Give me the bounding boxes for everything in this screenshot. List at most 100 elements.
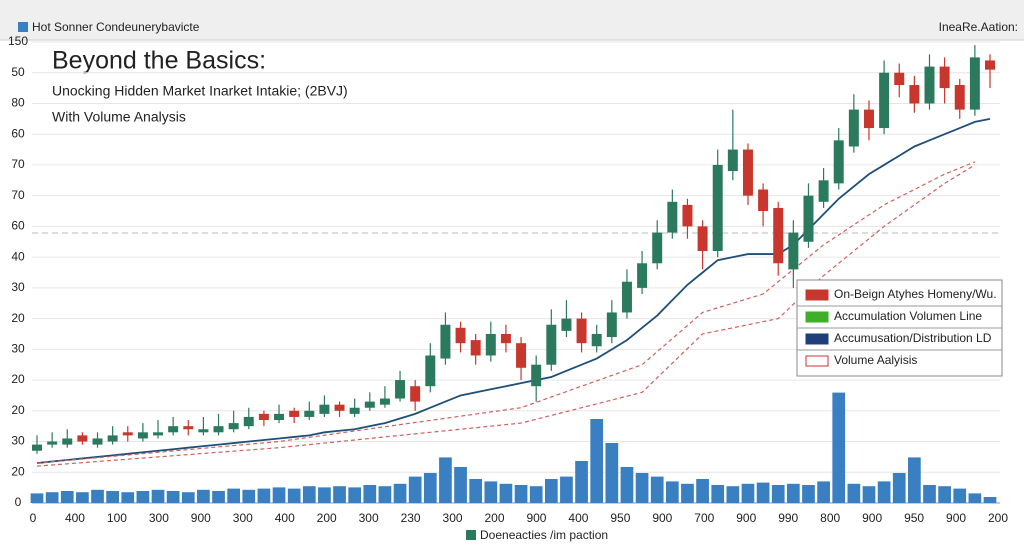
volume-bar [454,467,467,503]
candle-body [349,407,360,414]
header-right: IneaRe.Aation: [939,20,1018,34]
candle-body [531,364,542,387]
candle-body [924,66,935,104]
volume-bar [771,485,785,503]
candle-body [274,413,285,421]
x-tick-label: 300 [359,511,379,525]
volume-bar [378,486,392,503]
candle-body [364,401,375,408]
volume-bar [469,479,483,503]
candle-body [742,149,753,196]
candle-body [879,72,890,129]
y-tick-label: 40 [11,249,25,263]
volume-bar [60,491,74,503]
volume-bar [212,491,225,503]
candle-body [379,398,390,405]
chart-subtitle: With Volume Analysis [52,109,186,125]
y-tick-label: 70 [11,188,25,202]
volume-bar [665,481,679,503]
x-tick-label: 230 [401,511,421,525]
volume-bar [408,476,422,503]
volume-bar [696,479,709,503]
volume-bar [847,483,861,503]
candle-body [788,232,799,270]
header-bar [0,0,1024,40]
candle-body [954,85,965,110]
candle-body [546,324,557,365]
legend-swatch [805,311,829,323]
volume-bar [923,485,936,503]
y-tick-label: 30 [11,342,25,356]
x-tick-label: 900 [191,511,211,525]
volume-bar [333,486,346,503]
volume-bar [287,488,301,503]
candle-body [153,432,164,436]
candle-body [395,380,406,399]
candle-body [561,318,572,331]
x-tick-label: 950 [904,511,924,525]
volume-bar [817,481,830,503]
x-tick-label: 800 [820,511,840,525]
candle-body [455,327,466,344]
x-tick-label: 300 [149,511,169,525]
volume-bar [877,481,891,503]
candle-body [848,109,859,147]
volume-bar [181,492,195,503]
legend-swatch [805,289,829,301]
x-tick-label: 400 [65,511,85,525]
candle-body [985,60,995,70]
x-tick-label: 900 [736,511,756,525]
candle-body [62,438,73,445]
volume-bar [423,473,437,503]
volume-bar [575,461,588,503]
x-tick-label: 400 [568,511,588,525]
line-series [36,161,976,464]
candle-body [183,426,194,430]
volume-bar [832,392,846,503]
volume-bar [802,485,815,503]
x-tick-label: 100 [107,511,127,525]
candle-body [319,404,330,414]
candle-body [727,149,738,172]
legend-label: Accumusation/Distribution LD [834,331,992,345]
volume-bar [348,487,362,503]
volume-bar [938,486,951,503]
volume-bar [590,419,604,503]
volume-bar [635,473,649,503]
volume-bar [892,473,906,503]
line-series [36,117,991,464]
y-tick-label: 60 [11,219,25,233]
candle-body [440,324,451,359]
candle-body [425,355,436,387]
volume-bar [257,488,271,503]
x-tick-label: 200 [988,511,1008,525]
y-tick-label: 70 [11,157,25,171]
candle-body [939,66,950,89]
candle-body [410,386,421,402]
candle-body [77,435,88,442]
volume-bar [242,489,256,503]
y-tick-label: 50 [11,65,25,79]
legend-label: Volume Aalyisis [834,353,917,367]
candle-body [470,340,481,356]
volume-bar [968,493,982,503]
candle-body [304,410,315,417]
volume-bar [983,497,997,503]
candle-body [122,432,133,436]
x-tick-label: 900 [862,511,882,525]
volume-bar [136,491,150,503]
x-tick-label: 950 [610,511,630,525]
header-icon [18,22,28,32]
candle-body [47,441,58,445]
candle-body [258,413,269,421]
volume-bar [650,476,664,503]
candle-body [773,207,784,264]
x-tick-label: 700 [694,511,714,525]
candle-body [32,444,42,451]
volume-bar [151,489,165,503]
y-tick-label: 30 [11,280,25,294]
volume-bar [529,486,543,503]
candle-body [697,226,708,251]
candle-body [909,85,920,104]
